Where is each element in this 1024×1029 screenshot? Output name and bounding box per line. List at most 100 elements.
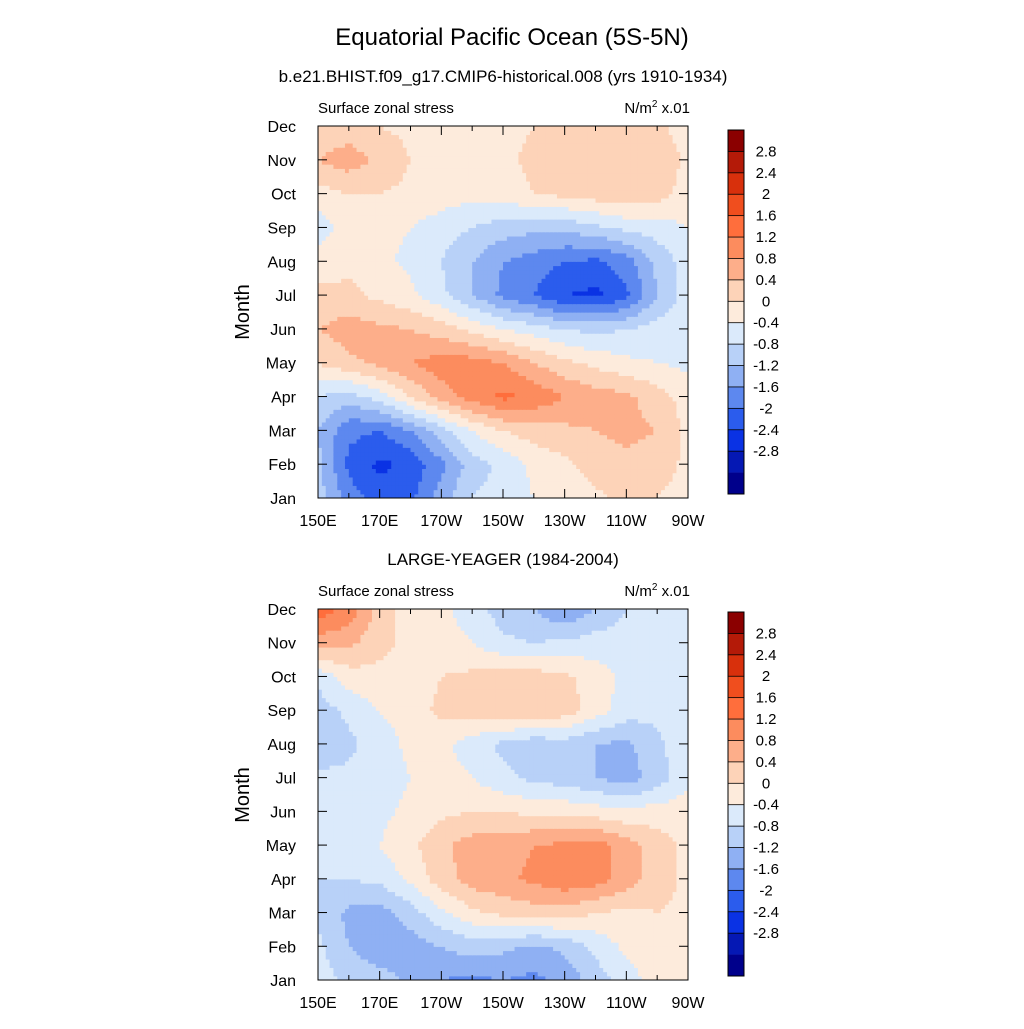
- contour-cell: [321, 485, 327, 491]
- contour-cell: [653, 324, 658, 330]
- contour-cell: [657, 388, 662, 393]
- contour-cell: [402, 303, 408, 309]
- contour-cell: [356, 371, 361, 377]
- contour-cell: [564, 388, 570, 393]
- contour-cell: [464, 472, 469, 478]
- contour-cell: [344, 366, 350, 372]
- contour-cell: [433, 307, 439, 313]
- contour-cell: [418, 417, 423, 423]
- contour-cell: [495, 320, 500, 326]
- contour-cell: [537, 379, 543, 385]
- contour-cell: [460, 455, 466, 461]
- contour-cell: [333, 472, 338, 478]
- contour-cell: [626, 434, 631, 440]
- contour-cell: [479, 350, 485, 355]
- contour-cell: [526, 396, 531, 402]
- contour-cell: [522, 438, 527, 444]
- contour-cell: [483, 371, 489, 377]
- contour-cell: [510, 451, 516, 457]
- contour-cell: [360, 345, 365, 351]
- contour-cell: [464, 493, 469, 498]
- contour-cell: [449, 400, 454, 406]
- contour-cell: [429, 328, 435, 334]
- contour-cell: [348, 464, 354, 470]
- contour-cell: [583, 328, 589, 334]
- contour-cell: [572, 447, 577, 453]
- contour-cell: [449, 341, 454, 347]
- contour-cell: [321, 447, 327, 453]
- contour-cell: [664, 341, 670, 347]
- contour-cell: [583, 312, 589, 317]
- contour-cell: [398, 396, 404, 402]
- contour-cell: [437, 464, 442, 470]
- contour-cell: [661, 320, 666, 326]
- contour-cell: [341, 464, 346, 470]
- contour-cell: [445, 337, 450, 343]
- contour-cell: [433, 413, 439, 419]
- contour-cell: [514, 312, 520, 317]
- contour-cell: [645, 312, 651, 317]
- contour-cell: [599, 421, 604, 427]
- contour-cell: [583, 354, 589, 360]
- contour-cell: [422, 312, 427, 317]
- contour-cell: [356, 375, 361, 381]
- contour-cell: [526, 443, 531, 448]
- contour-cell: [549, 341, 554, 347]
- contour-cell: [337, 328, 342, 334]
- contour-cell: [607, 286, 612, 292]
- contour-cell: [429, 295, 435, 300]
- contour-cell: [383, 286, 388, 292]
- contour-cell: [487, 459, 493, 465]
- contour-cell: [445, 392, 450, 398]
- contour-cell: [607, 379, 612, 385]
- contour-cell: [664, 354, 670, 360]
- contour-cell: [360, 400, 365, 406]
- contour-cell: [607, 417, 612, 423]
- contour-cell: [591, 447, 597, 453]
- contour-cell: [456, 464, 462, 470]
- contour-cell: [379, 485, 385, 491]
- contour-cell: [599, 307, 604, 313]
- contour-cell: [460, 447, 466, 453]
- contour-cell: [587, 421, 593, 427]
- contour-cell: [595, 282, 600, 288]
- contour-cell: [618, 413, 624, 419]
- contour-cell: [518, 400, 523, 406]
- contour-cell: [641, 290, 647, 296]
- contour-cell: [533, 464, 539, 470]
- contour-cell: [637, 366, 643, 372]
- contour-cell: [383, 426, 388, 431]
- contour-cell: [445, 324, 450, 330]
- contour-cell: [661, 366, 666, 372]
- contour-cell: [526, 341, 531, 347]
- contour-cell: [325, 320, 331, 326]
- contour-cell: [503, 290, 508, 296]
- contour-cell: [318, 379, 323, 385]
- contour-cell: [653, 405, 658, 410]
- contour-cell: [668, 481, 674, 486]
- contour-cell: [668, 392, 674, 398]
- contour-cell: [356, 350, 361, 355]
- contour-cell: [630, 324, 635, 330]
- contour-cell: [414, 375, 419, 381]
- contour-cell: [576, 320, 581, 326]
- contour-cell: [476, 489, 481, 495]
- contour-cell: [537, 459, 543, 465]
- contour-cell: [614, 396, 620, 402]
- contour-cell: [341, 379, 346, 385]
- contour-cell: [364, 493, 369, 498]
- contour-cell: [429, 493, 435, 498]
- contour-cell: [491, 447, 496, 453]
- contour-cell: [603, 434, 608, 440]
- contour-cell: [537, 430, 543, 436]
- contour-cell: [641, 489, 647, 495]
- contour-cell: [576, 299, 581, 305]
- contour-cell: [499, 468, 504, 474]
- contour-cell: [518, 307, 523, 313]
- contour-cell: [433, 493, 439, 498]
- contour-cell: [572, 295, 577, 300]
- contour-cell: [657, 371, 662, 377]
- contour-cell: [433, 341, 439, 347]
- contour-cell: [410, 383, 415, 389]
- contour-cell: [553, 485, 558, 491]
